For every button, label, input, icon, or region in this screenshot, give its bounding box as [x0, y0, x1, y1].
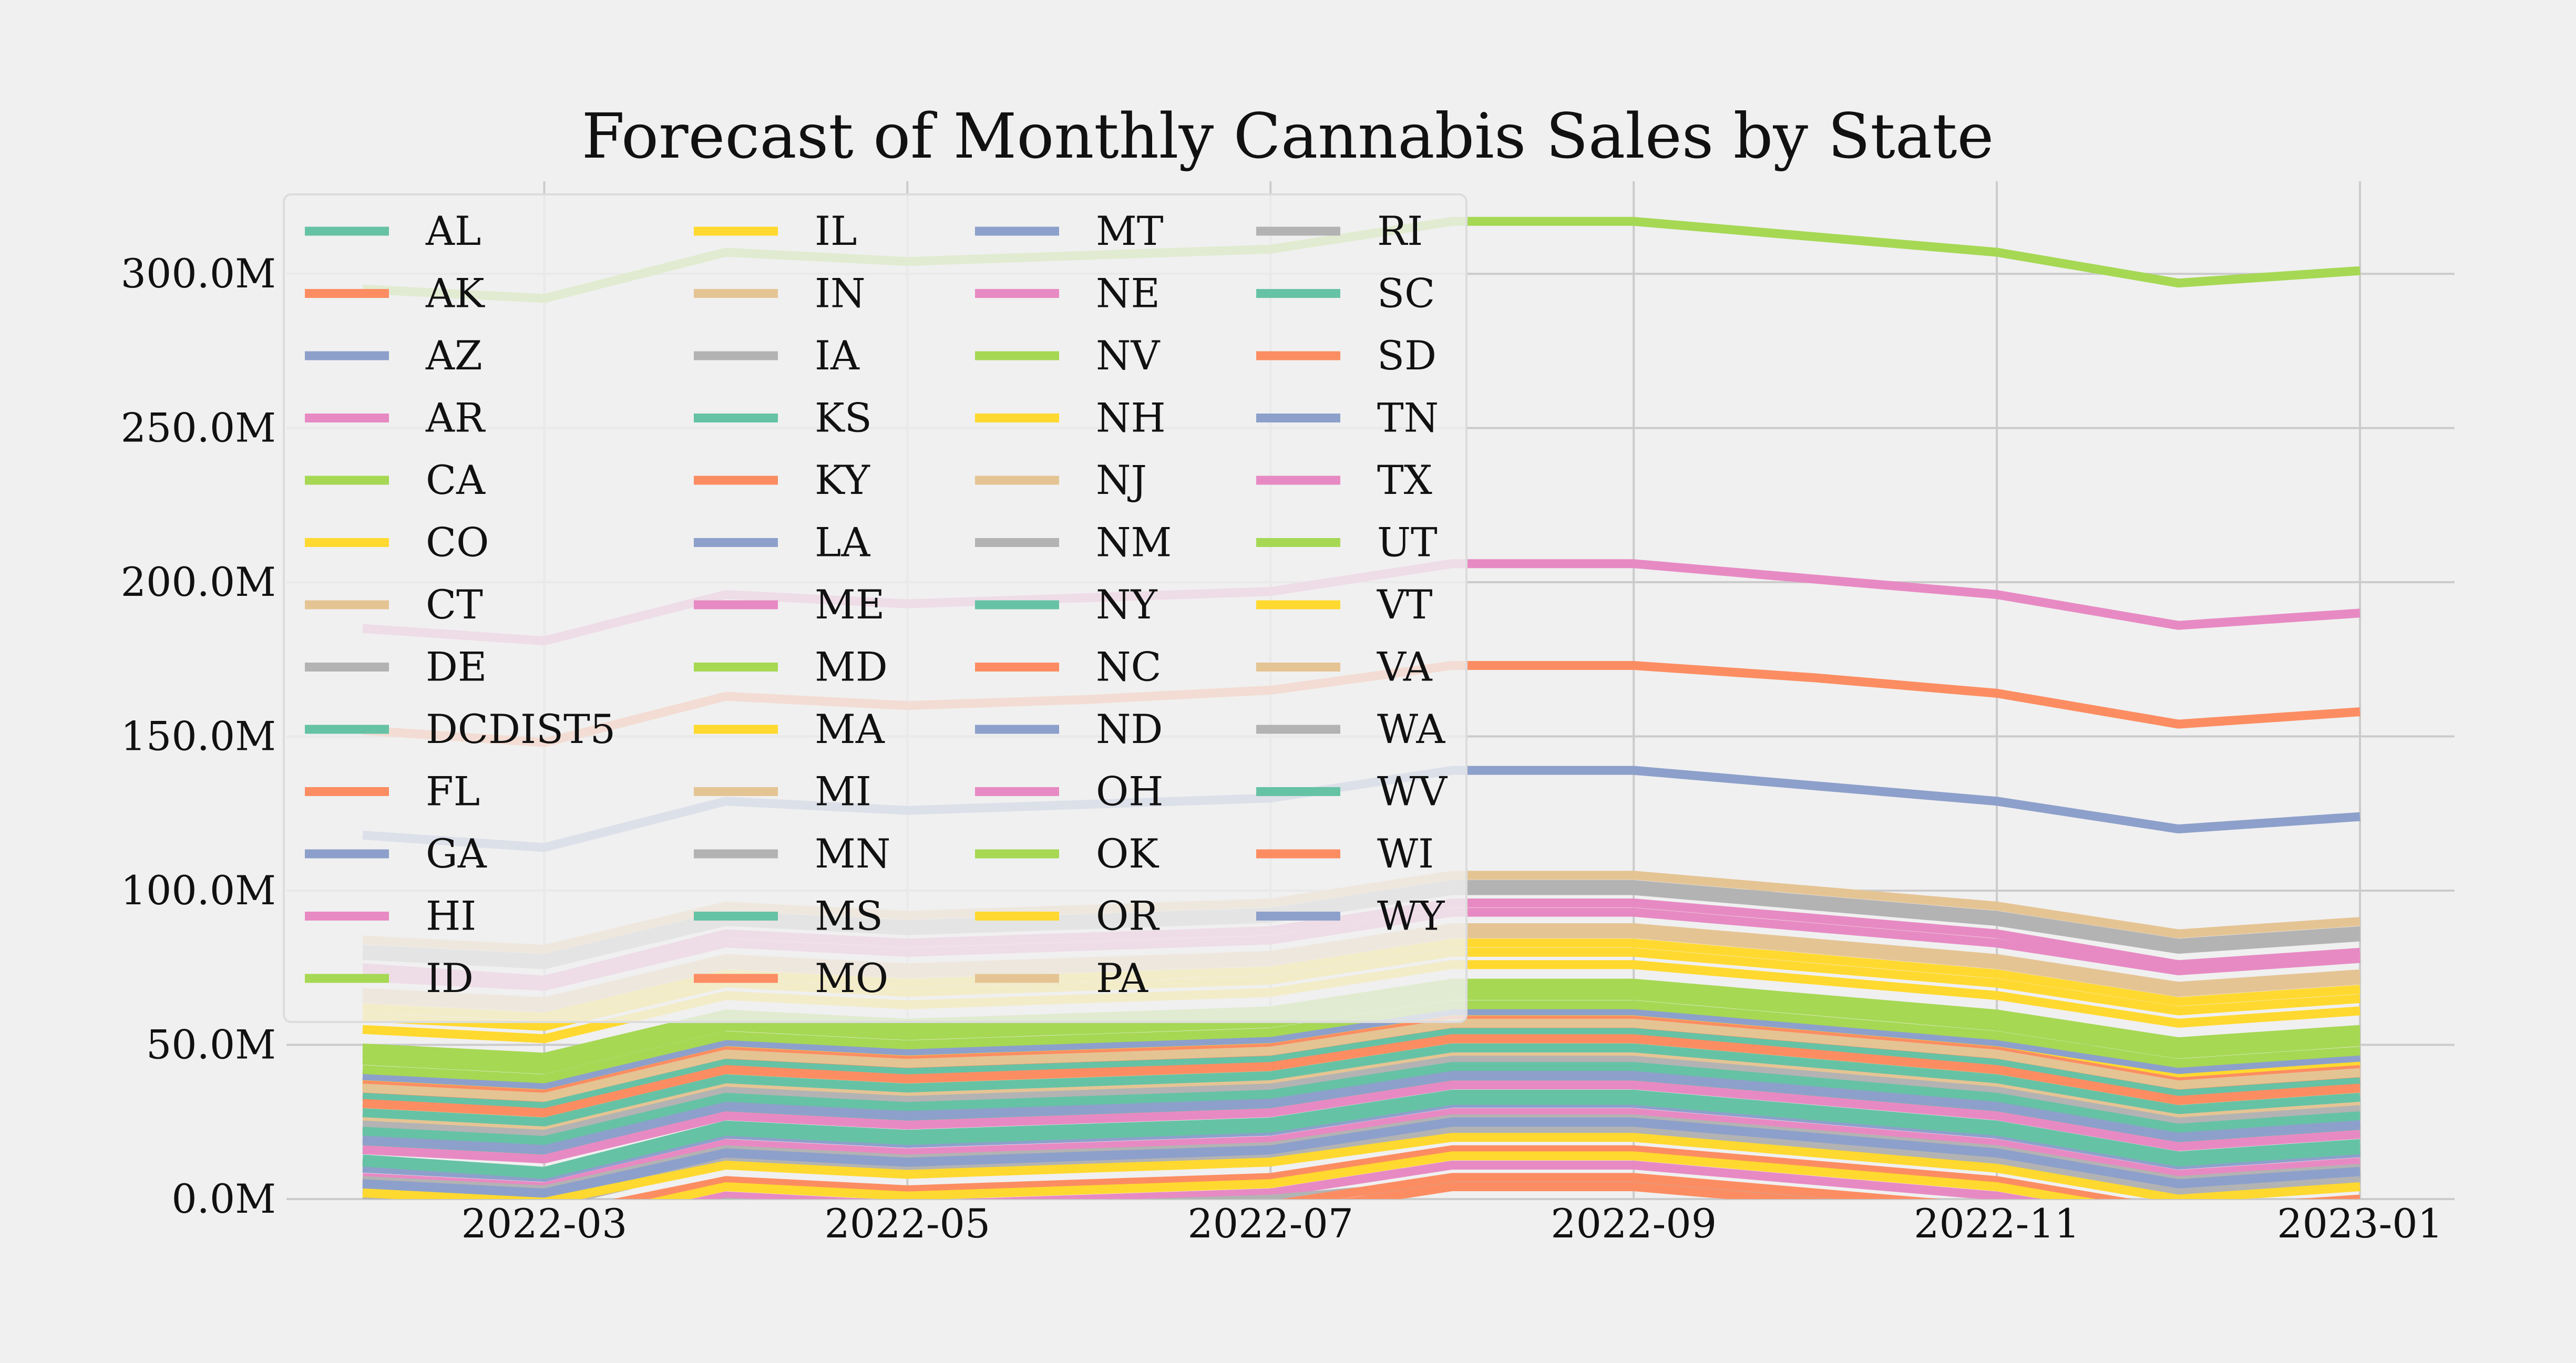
legend-label: SD — [1377, 332, 1436, 379]
legend-label: OK — [1096, 830, 1159, 877]
legend-label: TN — [1377, 395, 1439, 441]
x-tick-label: 2022-03 — [461, 1200, 628, 1247]
series-line-ct — [362, 1049, 2361, 1133]
chart-title: Forecast of Monthly Cannabis Sales by St… — [582, 100, 1994, 172]
series-line-mt — [362, 1006, 2361, 1090]
legend-label: SC — [1377, 270, 1435, 317]
series-line-wv — [362, 1096, 2361, 1179]
legend-label: VA — [1377, 644, 1433, 690]
legend-label: NE — [1096, 270, 1160, 317]
series-line-vt — [362, 1133, 2361, 1199]
legend-label: WI — [1377, 830, 1434, 877]
y-tick-label: 0.0M — [171, 1175, 276, 1222]
series-line-ny — [362, 1062, 2361, 1145]
legend-label: MD — [815, 644, 888, 690]
series-line-al — [362, 1089, 2361, 1176]
legend-label: ID — [426, 955, 474, 1001]
series-line-ms — [362, 1028, 2361, 1111]
series-line-nh — [649, 1151, 2097, 1199]
x-tick-label: 2022-05 — [824, 1200, 990, 1247]
legend: AL AK AZ AR CA CO CT DE DCDIST5 FL GA HI ID IL IN IA KS K… — [283, 193, 1467, 1023]
legend-label: KS — [815, 395, 872, 441]
series-line-va — [362, 1018, 2361, 1102]
legend-box — [283, 193, 1467, 1023]
y-tick-label: 250.0M — [121, 405, 276, 451]
legend-label: MT — [1096, 208, 1164, 254]
legend-label: MA — [815, 706, 885, 752]
series-line-tn — [362, 1117, 2361, 1197]
legend-label: NH — [1096, 395, 1166, 441]
legend-label: AR — [425, 395, 486, 441]
x-tick-label: 2022-09 — [1551, 1200, 1717, 1247]
legend-label: RI — [1377, 208, 1423, 254]
legend-label: AK — [425, 270, 485, 317]
legend-label: VT — [1377, 581, 1433, 628]
legend-label: CO — [426, 519, 489, 566]
legend-label: OH — [1096, 768, 1164, 815]
series-line-nm — [362, 1056, 2361, 1139]
legend-label: FL — [426, 768, 480, 815]
legend-label: KY — [815, 457, 870, 503]
x-tick-label: 2023-01 — [2277, 1200, 2443, 1247]
y-tick-label: 200.0M — [121, 559, 276, 605]
series-line-wy — [362, 1071, 2361, 1154]
legend-label: ND — [1096, 706, 1163, 752]
legend-label: CA — [426, 457, 486, 503]
legend-label: HI — [426, 893, 476, 939]
legend-label: PA — [1096, 955, 1148, 1001]
legend-label: DCDIST5 — [426, 706, 615, 752]
series-line-wi — [1281, 1173, 1941, 1199]
y-tick-label: 300.0M — [121, 250, 276, 297]
series-line-sd — [362, 1034, 2361, 1118]
legend-label: AZ — [425, 332, 483, 379]
x-tick-label: 2022-07 — [1187, 1200, 1353, 1247]
legend-label: LA — [815, 519, 870, 566]
legend-label: IL — [815, 208, 857, 254]
legend-label: CT — [426, 581, 483, 628]
legend-label: AL — [425, 208, 481, 254]
legend-label: UT — [1377, 519, 1438, 566]
series-line-me — [362, 1080, 2361, 1164]
legend-label: MI — [815, 768, 871, 815]
legend-label: IN — [815, 270, 866, 317]
legend-label: NJ — [1096, 457, 1147, 503]
legend-label: ME — [815, 581, 885, 628]
legend-label: MN — [815, 830, 890, 877]
legend-label: MO — [815, 955, 888, 1001]
legend-label: TX — [1377, 457, 1432, 503]
y-tick-label: 150.0M — [121, 713, 276, 760]
legend-label: OR — [1096, 893, 1160, 939]
legend-label: WA — [1377, 706, 1445, 752]
legend-label: NM — [1096, 519, 1172, 566]
series-line-hi — [362, 1108, 2361, 1191]
x-tick-label: 2022-11 — [1914, 1200, 2080, 1247]
legend-label: GA — [426, 830, 487, 877]
legend-label: WV — [1377, 768, 1448, 815]
y-tick-label: 50.0M — [146, 1021, 276, 1068]
y-tick-label: 100.0M — [121, 867, 276, 914]
series-line-sc — [362, 1043, 2361, 1127]
legend-label: NY — [1096, 581, 1158, 628]
series-line-ak — [612, 1145, 2360, 1199]
series-line-ar — [691, 1160, 2042, 1199]
legend-label: NC — [1096, 644, 1162, 690]
axis-tick-labels: 0.0M 50.0M 100.0M 150.0M 200.0M 250.0M 300.0M 2… — [121, 250, 2443, 1247]
legend-label: WY — [1377, 893, 1445, 939]
legend-label: NV — [1096, 332, 1161, 379]
legend-label: MS — [815, 893, 883, 939]
legend-label: IA — [815, 332, 860, 379]
legend-label: DE — [426, 644, 487, 690]
